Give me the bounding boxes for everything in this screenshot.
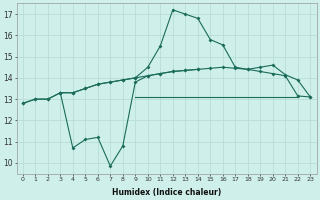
X-axis label: Humidex (Indice chaleur): Humidex (Indice chaleur): [112, 188, 221, 197]
